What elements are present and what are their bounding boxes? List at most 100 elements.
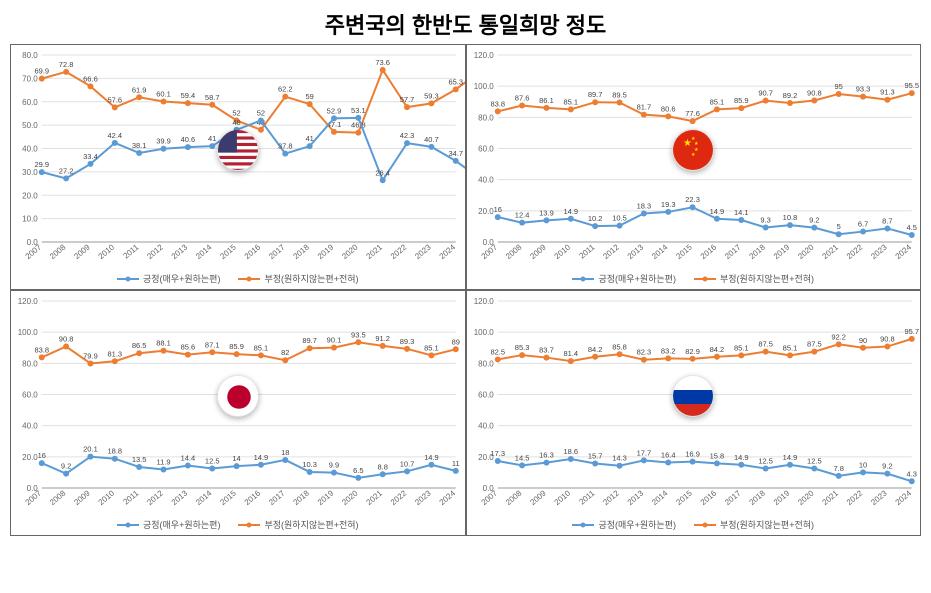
svg-text:18.6: 18.6 bbox=[563, 447, 578, 456]
svg-text:22.3: 22.3 bbox=[685, 195, 700, 204]
svg-text:86.5: 86.5 bbox=[132, 341, 147, 350]
svg-text:2024: 2024 bbox=[893, 488, 913, 507]
flag-japan bbox=[217, 375, 259, 417]
svg-text:2015: 2015 bbox=[674, 242, 694, 261]
svg-text:82: 82 bbox=[281, 348, 289, 357]
svg-text:91.3: 91.3 bbox=[880, 88, 895, 97]
svg-text:18.3: 18.3 bbox=[636, 201, 651, 210]
svg-text:10.8: 10.8 bbox=[782, 213, 797, 222]
svg-text:8.8: 8.8 bbox=[377, 462, 387, 471]
svg-text:90: 90 bbox=[858, 336, 866, 345]
svg-text:100.0: 100.0 bbox=[473, 328, 494, 337]
svg-text:14.9: 14.9 bbox=[709, 207, 724, 216]
svg-text:80.0: 80.0 bbox=[22, 51, 38, 60]
svg-text:10.3: 10.3 bbox=[302, 460, 317, 469]
svg-text:95: 95 bbox=[834, 82, 842, 91]
svg-text:85.1: 85.1 bbox=[709, 97, 724, 106]
legend-russia: 긍정(매우+원하는편) 부정(원하지않는편+전혀) bbox=[467, 516, 921, 535]
svg-text:14.9: 14.9 bbox=[782, 453, 797, 462]
svg-text:2015: 2015 bbox=[218, 242, 238, 261]
legend-item-positive: 긍정(매우+원하는편) bbox=[572, 518, 676, 531]
svg-text:85.1: 85.1 bbox=[782, 343, 797, 352]
svg-text:95.7: 95.7 bbox=[904, 327, 919, 336]
svg-text:2022: 2022 bbox=[389, 488, 409, 507]
svg-text:★: ★ bbox=[691, 152, 696, 158]
svg-text:29.9: 29.9 bbox=[34, 160, 49, 169]
svg-text:2009: 2009 bbox=[72, 242, 92, 261]
svg-text:83.8: 83.8 bbox=[490, 99, 505, 108]
panel-china: 0.020.040.060.080.0100.0120.020072008200… bbox=[466, 44, 922, 290]
svg-text:87.1: 87.1 bbox=[205, 340, 220, 349]
legend-japan: 긍정(매우+원하는편) 부정(원하지않는편+전혀) bbox=[11, 516, 465, 535]
legend-label-positive: 긍정(매우+원하는편) bbox=[598, 518, 676, 531]
svg-text:2014: 2014 bbox=[650, 488, 670, 507]
svg-text:2023: 2023 bbox=[869, 488, 889, 507]
svg-text:14.5: 14.5 bbox=[514, 453, 529, 462]
svg-text:2012: 2012 bbox=[145, 242, 165, 261]
svg-text:9.2: 9.2 bbox=[882, 462, 892, 471]
svg-text:59.4: 59.4 bbox=[181, 91, 196, 100]
svg-text:2020: 2020 bbox=[796, 242, 816, 261]
svg-text:2011: 2011 bbox=[577, 242, 596, 260]
legend-item-negative: 부정(원하지않는편+전혀) bbox=[238, 272, 358, 285]
legend-item-positive: 긍정(매우+원하는편) bbox=[117, 272, 221, 285]
svg-text:16: 16 bbox=[38, 451, 46, 460]
svg-text:83.7: 83.7 bbox=[539, 346, 554, 355]
svg-text:9.2: 9.2 bbox=[809, 216, 819, 225]
flag-usa bbox=[217, 129, 259, 171]
svg-text:90.8: 90.8 bbox=[59, 335, 74, 344]
svg-text:2013: 2013 bbox=[170, 242, 190, 261]
svg-text:86.1: 86.1 bbox=[539, 96, 554, 105]
svg-text:85.9: 85.9 bbox=[733, 96, 748, 105]
svg-text:2013: 2013 bbox=[170, 488, 190, 507]
svg-text:20.0: 20.0 bbox=[22, 191, 38, 200]
svg-text:20.1: 20.1 bbox=[83, 445, 98, 454]
chart-grid: 0.010.020.030.040.050.060.070.080.020072… bbox=[0, 44, 931, 536]
svg-text:40.0: 40.0 bbox=[22, 422, 38, 431]
svg-text:85.6: 85.6 bbox=[181, 343, 196, 352]
svg-text:40.6: 40.6 bbox=[181, 135, 196, 144]
svg-text:2023: 2023 bbox=[869, 242, 889, 261]
svg-text:2022: 2022 bbox=[844, 242, 864, 261]
svg-text:2012: 2012 bbox=[601, 242, 621, 261]
svg-text:8.7: 8.7 bbox=[882, 216, 892, 225]
svg-text:5: 5 bbox=[836, 222, 840, 231]
svg-text:59: 59 bbox=[305, 92, 313, 101]
svg-text:50.0: 50.0 bbox=[22, 121, 38, 130]
svg-text:10: 10 bbox=[858, 460, 866, 469]
svg-text:81.4: 81.4 bbox=[563, 349, 578, 358]
svg-text:2020: 2020 bbox=[340, 488, 360, 507]
legend-label-negative: 부정(원하지않는편+전혀) bbox=[720, 518, 814, 531]
svg-text:87.5: 87.5 bbox=[807, 340, 822, 349]
svg-text:60.0: 60.0 bbox=[22, 391, 38, 400]
svg-text:2022: 2022 bbox=[389, 242, 409, 261]
svg-text:2008: 2008 bbox=[48, 242, 68, 261]
svg-text:4.5: 4.5 bbox=[906, 223, 916, 232]
svg-text:66.6: 66.6 bbox=[83, 74, 98, 83]
svg-text:6.5: 6.5 bbox=[353, 466, 363, 475]
svg-text:57.6: 57.6 bbox=[108, 95, 123, 104]
svg-text:85.1: 85.1 bbox=[424, 343, 439, 352]
svg-text:10.7: 10.7 bbox=[400, 459, 415, 468]
svg-text:85.1: 85.1 bbox=[254, 343, 269, 352]
svg-text:12.5: 12.5 bbox=[807, 457, 822, 466]
svg-text:83.8: 83.8 bbox=[34, 345, 49, 354]
svg-text:2010: 2010 bbox=[97, 242, 117, 261]
svg-text:9.9: 9.9 bbox=[329, 461, 339, 470]
svg-text:85.1: 85.1 bbox=[563, 97, 578, 106]
svg-text:2010: 2010 bbox=[97, 488, 117, 507]
svg-text:40.0: 40.0 bbox=[478, 176, 494, 185]
svg-text:6.7: 6.7 bbox=[857, 220, 867, 229]
svg-text:80.6: 80.6 bbox=[660, 104, 675, 113]
svg-text:2014: 2014 bbox=[650, 242, 670, 261]
flag-china: ★★★★★ bbox=[672, 129, 714, 171]
svg-text:12.5: 12.5 bbox=[205, 457, 220, 466]
svg-text:2009: 2009 bbox=[528, 488, 548, 507]
panel-japan: 0.020.040.060.080.0100.0120.020072008200… bbox=[10, 290, 466, 536]
svg-text:2024: 2024 bbox=[438, 242, 458, 261]
svg-text:42.3: 42.3 bbox=[400, 131, 415, 140]
svg-text:10.0: 10.0 bbox=[22, 215, 38, 224]
svg-text:2018: 2018 bbox=[747, 242, 767, 261]
svg-text:62.2: 62.2 bbox=[278, 85, 293, 94]
svg-text:2019: 2019 bbox=[771, 242, 791, 261]
